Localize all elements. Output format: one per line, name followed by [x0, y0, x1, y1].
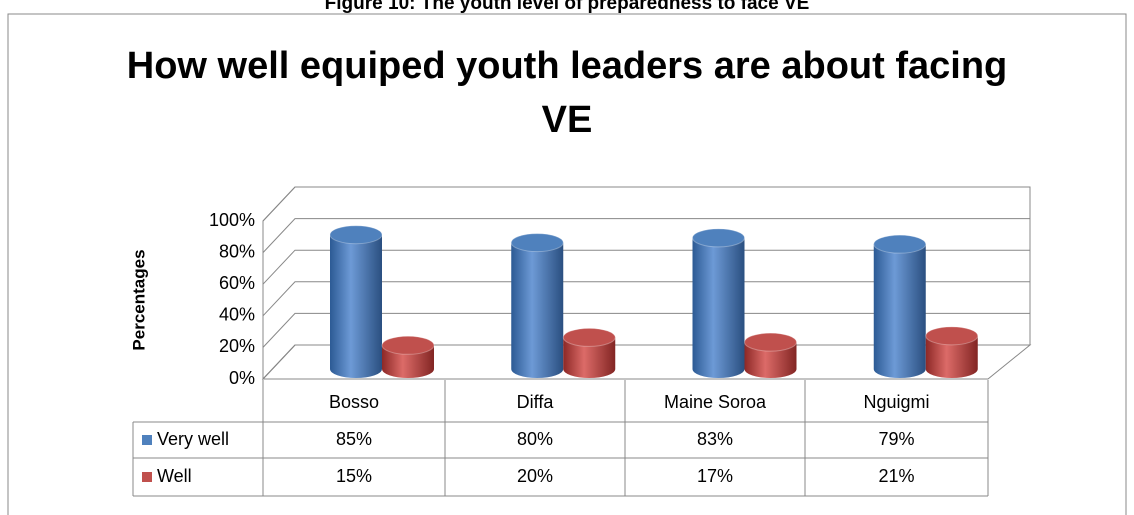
legend-key [142, 472, 152, 482]
caption: Figure 10: The youth level of preparedne… [325, 0, 810, 14]
y-tick-label: 100% [209, 210, 255, 230]
value-label: 20% [517, 466, 553, 486]
cylinder-top [329, 225, 383, 245]
legend-label: Well [157, 466, 192, 486]
cylinder-top [744, 332, 797, 352]
cylinder-top [381, 335, 435, 355]
value-label: 17% [697, 466, 733, 486]
grid-line [262, 218, 1030, 253]
grid-line [262, 312, 1030, 348]
grid-line [262, 249, 1030, 285]
value-label: 15% [336, 466, 372, 486]
y-tick-label: 40% [219, 305, 255, 325]
y-tick-label: 80% [219, 241, 255, 261]
cylinder-top [873, 234, 927, 254]
value-label: 21% [878, 466, 914, 486]
chart-border [7, 13, 1127, 515]
title-line: VE [542, 99, 593, 141]
value-label: 83% [697, 429, 733, 449]
grid-line [262, 186, 1030, 222]
cylinder [692, 237, 745, 378]
cylinder-top [925, 326, 979, 346]
cylinder [382, 345, 434, 378]
category-label: Diffa [517, 392, 555, 412]
grid-line [262, 281, 1030, 317]
chart-title: How well equiped youth leaders are about… [127, 45, 1008, 141]
legend-label: Very well [157, 429, 229, 449]
value-label: 79% [878, 429, 914, 449]
category-label: Nguigmi [863, 392, 929, 412]
table-grid [132, 380, 989, 497]
value-label: 85% [336, 429, 372, 449]
y-tick-label: 60% [219, 273, 255, 293]
cylinder [873, 244, 926, 378]
value-label: 80% [517, 429, 553, 449]
cylinder-top [510, 233, 564, 253]
category-label: Bosso [329, 392, 379, 412]
cylinder-top [562, 327, 616, 347]
cylinder [925, 335, 978, 378]
title-line: How well equiped youth leaders are about… [127, 45, 1008, 87]
cylinder [330, 234, 382, 378]
y-axis-label: Percentages [129, 249, 148, 350]
cylinder [511, 242, 564, 378]
cylinder-top [692, 228, 745, 248]
y-tick-label: 20% [219, 336, 255, 356]
legend-key [142, 435, 152, 445]
category-label: Maine Soroa [664, 392, 767, 412]
y-tick-label: 0% [229, 368, 255, 388]
cylinder [563, 337, 616, 378]
cylinder [744, 342, 797, 378]
